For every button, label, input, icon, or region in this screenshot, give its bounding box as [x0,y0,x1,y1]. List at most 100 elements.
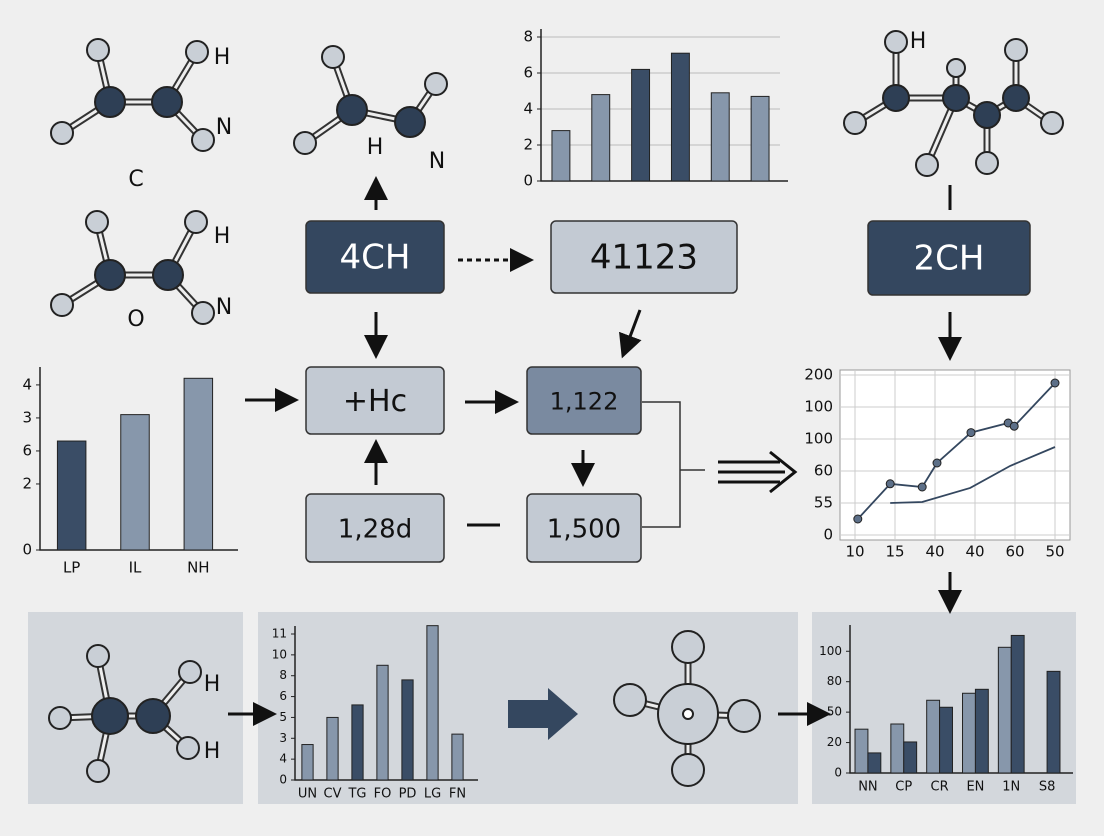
bar [591,94,611,182]
bar [401,679,414,781]
y-tick-label: 4 [279,752,287,766]
atom [882,84,910,112]
y-tick-label: 3 [279,731,287,745]
bar [1046,670,1061,774]
node-box [305,220,445,294]
chart: 0 2 6 3 4 LP IL NH [22,367,238,577]
y-tick-label: 200 [804,366,833,384]
x-tick-label: 10 [845,543,864,561]
x-tick-label: 60 [1005,543,1024,561]
y-tick-label: 100 [804,430,833,448]
atom-label: H [214,224,231,249]
bar [551,130,571,182]
atom [50,121,74,145]
x-tick-label: PD [399,787,417,802]
molecule: H [843,29,1064,177]
node-box [867,220,1031,296]
point [1050,378,1060,388]
x-tick-label: LG [424,787,441,802]
node-label: 41123 [590,238,698,278]
chart: 0 4 3 5 6 8 10 11 UN CV TG FO PD LG FN [272,625,478,802]
bar [854,728,869,774]
bar [451,733,464,781]
node-box [305,493,445,563]
point [885,479,895,489]
atom [915,153,939,177]
bar [670,52,690,182]
y-tick-label: 6 [279,689,287,703]
atom [185,40,209,64]
x-tick-label: NH [187,559,210,577]
point [1009,421,1019,431]
atom [50,293,74,317]
atom [613,683,647,717]
line [890,446,1056,504]
bar [326,716,339,781]
x-tick-label: TG [347,787,366,802]
y-tick-label: 5 [279,710,287,724]
atom [86,644,110,668]
atom [336,94,368,126]
bar [351,704,364,781]
y-tick-label: 20 [827,735,842,749]
x-tick-label: 40 [965,543,984,561]
x-tick-label: FO [374,787,392,802]
node-box [550,220,738,294]
atom [178,660,202,684]
atom [843,111,867,135]
y-tick-label: 2 [523,136,533,154]
bar [120,414,150,551]
y-tick-label: 0 [823,526,833,544]
atom [946,58,966,78]
atom [671,630,705,664]
chart: 0 2 4 6 8 [523,28,788,190]
atom [727,699,761,733]
atom [91,697,129,735]
bar [939,706,953,774]
y-tick-label: 60 [814,462,833,480]
x-tick-label: LP [63,559,80,577]
atom [321,45,345,69]
atom [152,259,184,291]
x-tick-label: UN [298,787,317,802]
y-tick-label: 6 [22,441,32,459]
node-label: 1,28d [338,515,412,545]
x-tick-label: IL [129,559,142,577]
bar [867,752,882,774]
node-label: 1,500 [547,515,621,545]
x-tick-label: 40 [925,543,944,561]
y-tick-label: 0 [279,773,287,787]
atom-label: H [204,672,221,697]
atom [176,736,200,760]
atom [1004,38,1028,62]
x-tick-label: CP [895,780,912,795]
x-tick-label: 50 [1045,543,1064,561]
chart: 0 20 50 80 100 NN CP CR EN 1N S8 [819,625,1073,795]
x-tick-label: FN [449,787,466,802]
atom [424,72,448,96]
y-tick-label: 0 [523,172,533,190]
bar [750,95,770,182]
bar [426,625,439,781]
atom-label: H [910,29,927,54]
y-tick-label: 8 [523,28,533,46]
y-tick-label: 10 [272,647,287,661]
bar [903,741,918,774]
molecule: HH [48,644,221,783]
atom [973,101,1001,129]
atom [191,128,215,152]
atom-label: N [429,149,445,174]
atom-label: N [216,115,232,140]
plot-frame [839,369,1071,541]
y-tick-label: 100 [819,644,842,658]
atom [394,106,426,138]
y-tick-label: 50 [827,705,842,719]
bar [710,92,730,182]
bar [974,688,989,774]
atom [1040,111,1064,135]
node-label: 1,122 [550,388,619,416]
node-box [305,366,445,435]
atom [48,706,72,730]
atom [975,151,999,175]
